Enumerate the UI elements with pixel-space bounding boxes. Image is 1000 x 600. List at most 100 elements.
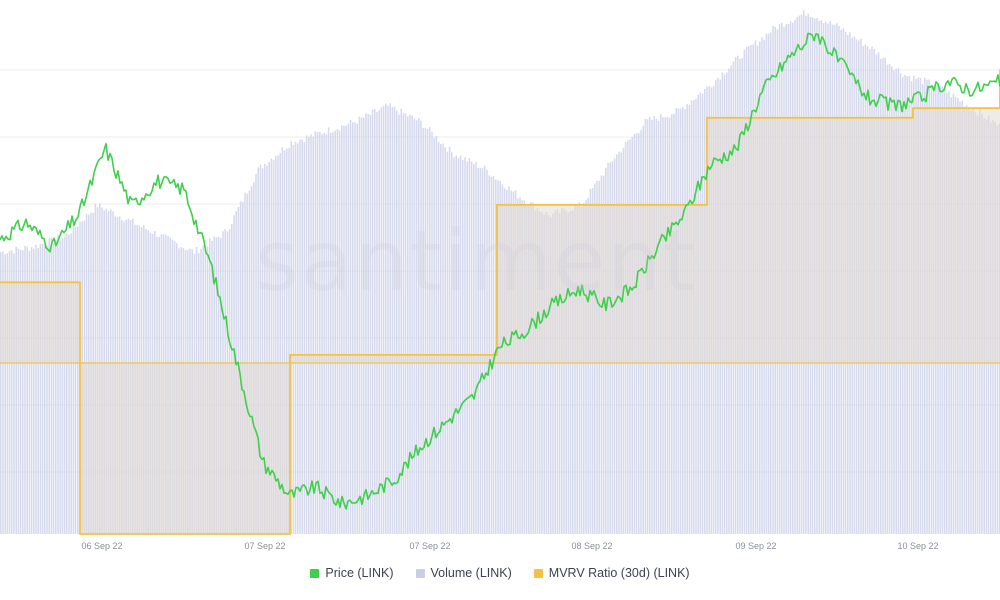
volume-bar <box>299 139 301 535</box>
volume-bar <box>400 108 402 534</box>
volume-bar <box>543 214 545 534</box>
volume-bar <box>517 198 519 534</box>
volume-legend-swatch <box>415 568 425 578</box>
volume-bar <box>46 245 48 534</box>
volume-bar <box>422 128 424 534</box>
volume-bar <box>523 200 526 534</box>
volume-bar <box>440 144 442 534</box>
volume-bar <box>30 247 33 534</box>
volume-bar <box>261 168 264 534</box>
volume-bar <box>336 129 339 534</box>
volume-bar <box>470 161 473 534</box>
legend-label-mvrv: MVRV Ratio (30d) (LINK) <box>548 566 690 580</box>
volume-bar <box>521 200 523 535</box>
volume-bar <box>55 240 57 534</box>
legend: Price (LINK) Volume (LINK) MVRV Ratio (3… <box>0 566 1000 580</box>
volume-bar <box>583 202 585 534</box>
volume-bar <box>371 109 374 534</box>
legend-label-volume: Volume (LINK) <box>430 566 512 580</box>
volume-bar <box>50 237 53 535</box>
volume-bar <box>574 205 576 534</box>
legend-item-mvrv[interactable]: MVRV Ratio (30d) (LINK) <box>533 566 690 580</box>
volume-bar <box>301 139 303 534</box>
volume-bar <box>541 212 543 534</box>
volume-bar <box>308 137 310 534</box>
volume-bar <box>297 143 299 534</box>
volume-bar <box>484 165 486 534</box>
volume-bar <box>314 131 317 535</box>
volume-bar <box>57 235 59 535</box>
volume-bar <box>411 115 413 534</box>
volume-bar <box>17 248 20 534</box>
volume-bar <box>462 160 464 534</box>
x-tick-label: 08 Sep 22 <box>571 541 612 551</box>
mvrv-area <box>0 282 80 363</box>
volume-bar <box>2 251 4 535</box>
volume-bar <box>0 252 2 534</box>
volume-bar <box>563 208 565 534</box>
volume-bar <box>303 142 306 534</box>
volume-bar <box>19 249 22 534</box>
volume-bar <box>391 107 394 534</box>
volume-bar <box>550 217 552 534</box>
volume-bar <box>451 152 453 534</box>
volume-bar <box>294 141 297 535</box>
volume-bar <box>310 134 312 534</box>
x-axis-ticks: 06 Sep 22 07 Sep 22 07 Sep 22 08 Sep 22 09 S… <box>81 541 938 551</box>
volume-bar <box>528 205 530 535</box>
volume-bar <box>35 244 37 534</box>
volume-bar <box>319 132 321 534</box>
volume-bar <box>468 158 471 534</box>
volume-bar <box>341 125 343 535</box>
x-tick-label: 09 Sep 22 <box>735 541 776 551</box>
volume-bar <box>578 202 581 534</box>
volume-bar <box>68 234 70 534</box>
volume-bar <box>486 169 488 534</box>
volume-bar <box>332 132 334 535</box>
volume-bar <box>72 224 75 535</box>
mvrv-area <box>290 354 497 363</box>
volume-bar <box>266 165 268 534</box>
volume-bar <box>338 130 341 534</box>
legend-item-price[interactable]: Price (LINK) <box>310 566 394 580</box>
volume-bar <box>404 113 407 535</box>
volume-bar <box>398 114 400 534</box>
volume-bar <box>585 199 587 534</box>
volume-bar <box>475 161 477 535</box>
x-tick-label: 10 Sep 22 <box>897 541 938 551</box>
volume-bar <box>539 211 541 534</box>
legend-item-volume[interactable]: Volume (LINK) <box>415 566 512 580</box>
volume-bar <box>22 250 24 534</box>
volume-bar <box>363 117 365 534</box>
volume-bar <box>70 233 72 535</box>
volume-bar <box>253 182 255 534</box>
volume-bar <box>13 253 15 535</box>
price-legend-swatch <box>310 568 320 578</box>
volume-bar <box>250 186 253 534</box>
volume-bar <box>576 205 578 535</box>
volume-bar <box>455 155 457 534</box>
volume-bar <box>552 213 554 535</box>
volume-bar <box>286 148 288 534</box>
volume-bar <box>327 127 330 535</box>
volume-bar <box>479 167 482 534</box>
volume-bar <box>66 233 68 534</box>
volume-bar <box>431 131 433 534</box>
volume-bar <box>255 173 257 534</box>
volume-bar <box>532 202 534 534</box>
volume-bar <box>11 250 13 535</box>
volume-bar <box>279 152 281 534</box>
volume-bar <box>442 143 444 534</box>
volume-bar <box>473 164 475 534</box>
volume-bar <box>52 243 55 534</box>
volume-bar <box>572 210 574 535</box>
volume-bar <box>525 204 528 534</box>
price-line <box>0 32 1000 510</box>
volume-bar <box>272 160 275 534</box>
volume-bar <box>418 118 420 534</box>
volume-bar <box>6 253 9 534</box>
mvrv-step-line <box>0 69 1000 535</box>
volume-bar <box>481 168 484 534</box>
